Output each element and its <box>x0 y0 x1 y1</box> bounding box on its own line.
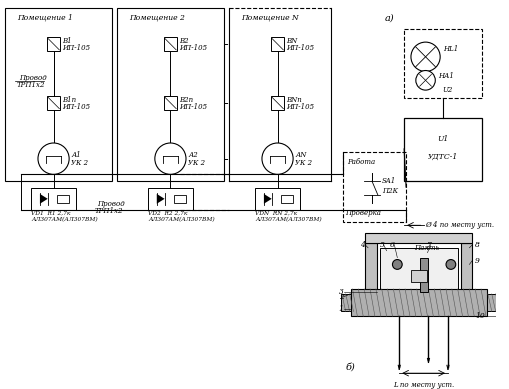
Polygon shape <box>157 194 164 204</box>
Text: Помещение N: Помещение N <box>241 14 299 22</box>
Bar <box>343 152 406 223</box>
Bar <box>5 8 112 181</box>
Text: ТРП1х2: ТРП1х2 <box>17 81 45 89</box>
Text: 7: 7 <box>427 241 432 249</box>
Bar <box>404 30 482 98</box>
Text: 9: 9 <box>475 256 480 265</box>
Text: ИП-105: ИП-105 <box>62 103 91 111</box>
Bar <box>380 248 458 292</box>
Text: 4: 4 <box>360 241 365 249</box>
Text: АЛ307АМ(АЛ307ВМ): АЛ307АМ(АЛ307ВМ) <box>148 217 215 222</box>
Polygon shape <box>40 194 48 204</box>
Text: ИП-105: ИП-105 <box>179 103 207 111</box>
Text: б): б) <box>346 363 355 372</box>
Bar <box>58 195 69 203</box>
Bar <box>163 37 177 51</box>
Text: ИП-105: ИП-105 <box>286 103 315 111</box>
Text: L по месту уст.: L по месту уст. <box>393 381 454 389</box>
Text: VD2  R2 2,7к: VD2 R2 2,7к <box>148 211 187 216</box>
Bar <box>487 294 497 312</box>
Bar <box>341 294 351 312</box>
Text: ИП-105: ИП-105 <box>286 44 315 52</box>
Text: П2К: П2К <box>382 187 398 195</box>
Text: 2: 2 <box>339 293 344 301</box>
Text: 10: 10 <box>475 312 485 321</box>
Text: 1: 1 <box>339 305 344 312</box>
Text: Помещение 1: Помещение 1 <box>17 14 73 22</box>
Text: А2: А2 <box>188 151 197 159</box>
Text: Паять: Паять <box>414 244 439 252</box>
Bar <box>365 233 472 243</box>
Text: АЛ307АМ(АЛ307ВМ): АЛ307АМ(АЛ307ВМ) <box>255 217 322 222</box>
Bar <box>174 195 186 203</box>
Text: 5: 5 <box>380 241 385 249</box>
Text: ВNп: ВNп <box>286 96 302 104</box>
Text: 3: 3 <box>339 288 344 296</box>
Text: А1: А1 <box>71 151 81 159</box>
Polygon shape <box>264 194 272 204</box>
Text: а): а) <box>385 13 394 22</box>
Bar <box>365 243 377 301</box>
Bar <box>148 188 193 210</box>
Circle shape <box>416 70 435 90</box>
Text: НА1: НА1 <box>438 72 454 81</box>
Text: HL1: HL1 <box>443 45 458 53</box>
Text: U2: U2 <box>443 86 453 94</box>
Bar <box>117 8 224 181</box>
Bar <box>404 117 482 181</box>
Text: 6: 6 <box>389 241 394 249</box>
Circle shape <box>392 259 402 269</box>
Text: УК 2: УК 2 <box>188 159 205 166</box>
Text: УК 2: УК 2 <box>295 159 312 166</box>
Text: ВN: ВN <box>286 37 298 45</box>
Text: 8: 8 <box>475 241 480 249</box>
Text: АN: АN <box>295 151 306 159</box>
Bar <box>461 243 472 301</box>
Bar <box>411 270 427 282</box>
Bar <box>47 96 61 110</box>
Text: VDN  RN 2,7к: VDN RN 2,7к <box>255 211 297 216</box>
Bar <box>47 37 61 51</box>
Text: SA1: SA1 <box>382 177 396 185</box>
Text: В2: В2 <box>179 37 189 45</box>
Circle shape <box>262 143 293 174</box>
Bar <box>271 37 285 51</box>
Bar <box>163 96 177 110</box>
Circle shape <box>411 42 440 72</box>
Text: ТРП1х2: ТРП1х2 <box>95 207 123 215</box>
Circle shape <box>446 259 456 269</box>
Text: Работа: Работа <box>347 158 375 166</box>
Text: Ø 4 по месту уст.: Ø 4 по месту уст. <box>426 221 495 229</box>
Text: ИП-105: ИП-105 <box>62 44 91 52</box>
Text: VD1  R1 2,7к: VD1 R1 2,7к <box>31 211 71 216</box>
Circle shape <box>155 143 186 174</box>
Text: УК 2: УК 2 <box>71 159 88 166</box>
Text: АЛ307АМ(АЛ307ВМ): АЛ307АМ(АЛ307ВМ) <box>31 217 98 222</box>
Text: В2п: В2п <box>179 96 193 104</box>
Bar <box>255 188 300 210</box>
Bar <box>420 258 428 292</box>
Text: Провод: Провод <box>97 200 125 208</box>
Bar <box>281 195 293 203</box>
Text: ИП-105: ИП-105 <box>179 44 207 52</box>
Text: В1: В1 <box>62 37 72 45</box>
Text: УДТС-1: УДТС-1 <box>428 153 458 161</box>
Bar <box>31 188 76 210</box>
Bar <box>351 289 487 316</box>
Text: Провод: Провод <box>19 74 47 82</box>
Bar <box>271 96 285 110</box>
Circle shape <box>38 143 69 174</box>
Text: Проверка: Проверка <box>345 209 381 217</box>
Text: U1: U1 <box>437 135 449 143</box>
Text: В1п: В1п <box>62 96 76 104</box>
Text: Помещение 2: Помещение 2 <box>129 14 185 22</box>
